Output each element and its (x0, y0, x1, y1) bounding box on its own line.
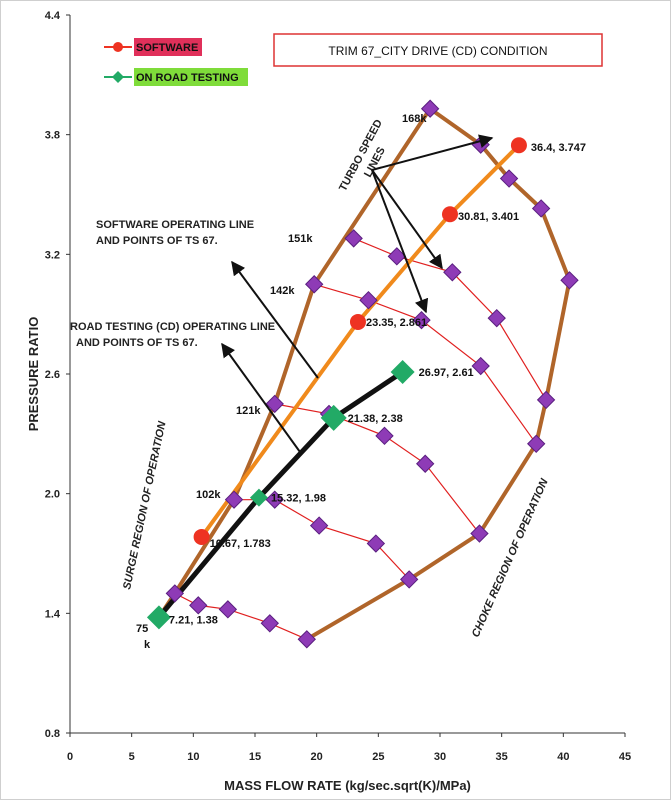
map-point-121k (375, 426, 394, 446)
road-point (390, 360, 415, 385)
software-point (193, 528, 210, 545)
speed-label-75k: 75 (136, 623, 148, 635)
legend-software-label: SOFTWARE (136, 42, 198, 54)
map-point-102k (399, 570, 419, 589)
road-op-label: ROAD TESTING (CD) OPERATING LINE (70, 321, 275, 333)
software-data-label: 36.4, 3.747 (531, 142, 586, 154)
choke-line (305, 107, 572, 642)
map-point-102k (366, 534, 386, 553)
map-point-151k (536, 390, 556, 410)
annotation-arrow (371, 134, 494, 171)
surge-region-label: SURGE REGION OF OPERATION (121, 419, 169, 590)
software-point (510, 137, 527, 154)
x-tick-label: 20 (311, 751, 323, 763)
road-point (249, 488, 268, 507)
x-axis-title: MASS FLOW RATE (kg/sec.sqrt(K)/MPa) (224, 778, 471, 793)
map-point-75k (189, 596, 208, 615)
x-tick-label: 35 (496, 751, 508, 763)
y-tick-label: 3.2 (45, 249, 60, 261)
legend-road-marker (112, 71, 124, 83)
speed-label-75k: k (144, 639, 151, 651)
map-point-102k (224, 490, 244, 509)
x-tick-label: 40 (557, 751, 569, 763)
software-data-label: 23.35, 2.861 (366, 317, 427, 329)
road-point (146, 605, 171, 630)
road-data-label: 15.32, 1.98 (271, 493, 326, 505)
map-point-102k (309, 516, 329, 535)
annotation-arrow (371, 169, 429, 314)
legend-software-marker (113, 42, 123, 52)
speed-label-102k: 102k (196, 489, 221, 501)
road-operating-line (156, 369, 404, 619)
y-tick-label: 2.0 (45, 489, 60, 501)
x-tick-label: 0 (67, 751, 73, 763)
legend-software-bg (134, 38, 202, 56)
y-axis-title: PRESSURE RATIO (26, 317, 41, 432)
map-point-142k (359, 291, 378, 310)
road-op-label: AND POINTS OF TS 67. (76, 337, 198, 349)
annotation-arrow (231, 260, 319, 379)
software-op-label: SOFTWARE OPERATING LINE (96, 219, 254, 231)
map-point-142k (527, 434, 546, 453)
y-tick-label: 2.6 (45, 369, 60, 381)
software-data-label: 30.81, 3.401 (458, 211, 519, 223)
map-point-168k (420, 99, 440, 118)
map-point-choke (560, 271, 579, 290)
speed-label-168k: 168k (402, 113, 427, 125)
map-point-121k (416, 454, 435, 473)
map-point-151k (387, 247, 407, 266)
road-data-label: 21.38, 2.38 (348, 413, 403, 425)
map-point-151k (487, 308, 506, 328)
chart-title: TRIM 67_CITY DRIVE (CD) CONDITION (328, 44, 547, 58)
x-tick-label: 45 (619, 751, 631, 763)
speed-label-142k: 142k (270, 285, 295, 297)
software-operating-line (199, 143, 521, 539)
map-point-151k (344, 229, 363, 248)
map-point-choke (499, 169, 519, 188)
map-point-75k (297, 630, 316, 649)
map-point-142k (471, 356, 490, 376)
annotation-arrow (371, 169, 443, 270)
map-point-102k (265, 490, 284, 509)
map-point-75k (260, 614, 279, 633)
y-tick-label: 4.4 (45, 10, 61, 22)
map-point-75k (165, 584, 185, 603)
software-point (441, 206, 458, 223)
road-point (320, 404, 347, 431)
x-tick-label: 30 (434, 751, 446, 763)
map-point-75k (218, 600, 238, 619)
x-tick-label: 15 (249, 751, 261, 763)
map-point-142k (412, 310, 431, 330)
x-tick-label: 5 (129, 751, 135, 763)
software-data-label: 10.67, 1.783 (210, 538, 271, 550)
y-tick-label: 0.8 (45, 728, 60, 740)
title-box (273, 33, 603, 67)
x-tick-label: 10 (187, 751, 199, 763)
y-tick-label: 3.8 (45, 130, 60, 142)
y-tick-label: 1.4 (45, 608, 61, 620)
map-point-151k (443, 263, 462, 282)
software-point (349, 313, 366, 330)
software-op-label: AND POINTS OF TS 67. (96, 235, 218, 247)
speed-label-121k: 121k (236, 405, 261, 417)
choke-region-label: CHOKE REGION OF OPERATION (470, 476, 551, 639)
map-point-choke (531, 199, 551, 218)
map-point-142k (305, 275, 324, 294)
road-data-label: 26.97, 2.61 (419, 367, 474, 379)
road-data-label: 7.21, 1.38 (169, 614, 218, 626)
x-tick-label: 25 (372, 751, 384, 763)
legend-road-label: ON ROAD TESTING (136, 72, 239, 84)
map-point-121k (470, 524, 489, 543)
speed-label-151k: 151k (288, 233, 313, 245)
legend-road-bg (134, 68, 248, 86)
map-point-121k (265, 394, 284, 414)
annotation-arrow (221, 342, 301, 453)
